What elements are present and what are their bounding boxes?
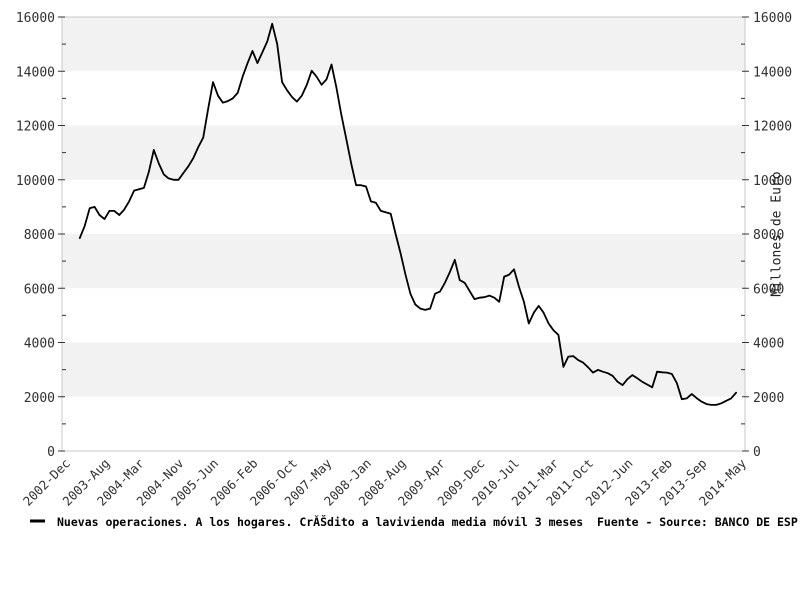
y-tick-label-right: 2000 — [753, 391, 784, 406]
legend-source-label: Fuente - Source: BANCO DE ESP — [597, 515, 798, 529]
y-tick-label-right: 14000 — [753, 65, 792, 80]
grid-band — [62, 71, 745, 126]
y-tick-label-left: 10000 — [16, 174, 55, 189]
grid-band — [62, 396, 745, 451]
x-axis: 2002-Dec2003-Aug2004-Mar2004-Nov2005-Jun… — [20, 455, 750, 509]
y-tick-label-right: 0 — [753, 445, 761, 460]
y-tick-label-right: 12000 — [753, 120, 792, 135]
grid-band — [62, 288, 745, 343]
y-axis-right: 0 2000 4000 6000 8000 10000 12000 14000 16000 — [741, 11, 792, 460]
grid-band — [62, 179, 745, 234]
series-line — [78, 22, 737, 406]
y-tick-label-right: 8000 — [753, 228, 784, 243]
legend-series-label: Nuevas operaciones. A los hogares. CrĂŠd… — [57, 514, 583, 529]
y-tick-label-left: 16000 — [16, 11, 55, 26]
y-axis-left: 0 2000 4000 6000 8000 10000 12000 14000 16000 — [16, 11, 66, 460]
y-tick-label-left: 12000 — [16, 120, 55, 135]
y-tick-label-left: 6000 — [24, 282, 55, 297]
grid-band — [62, 342, 745, 397]
y-tick-label-left: 4000 — [24, 337, 55, 352]
y-tick-label-left: 8000 — [24, 228, 55, 243]
legend: Nuevas operaciones. A los hogares. CrĂŠd… — [30, 514, 798, 529]
y-tick-label-right: 4000 — [753, 337, 784, 352]
y-tick-label-right: 6000 — [753, 282, 784, 297]
y-tick-label-left: 14000 — [16, 65, 55, 80]
y-tick-label-right: 16000 — [753, 11, 792, 26]
grid-band — [62, 125, 745, 180]
y-axis-title-right: Millones de Euro — [770, 171, 785, 296]
plot-bands — [62, 17, 745, 451]
y-tick-label-left: 0 — [47, 445, 55, 460]
grid-band — [62, 17, 745, 72]
y-tick-label-right: 10000 — [753, 174, 792, 189]
grid-band — [62, 234, 745, 289]
y-tick-label-left: 2000 — [24, 391, 55, 406]
